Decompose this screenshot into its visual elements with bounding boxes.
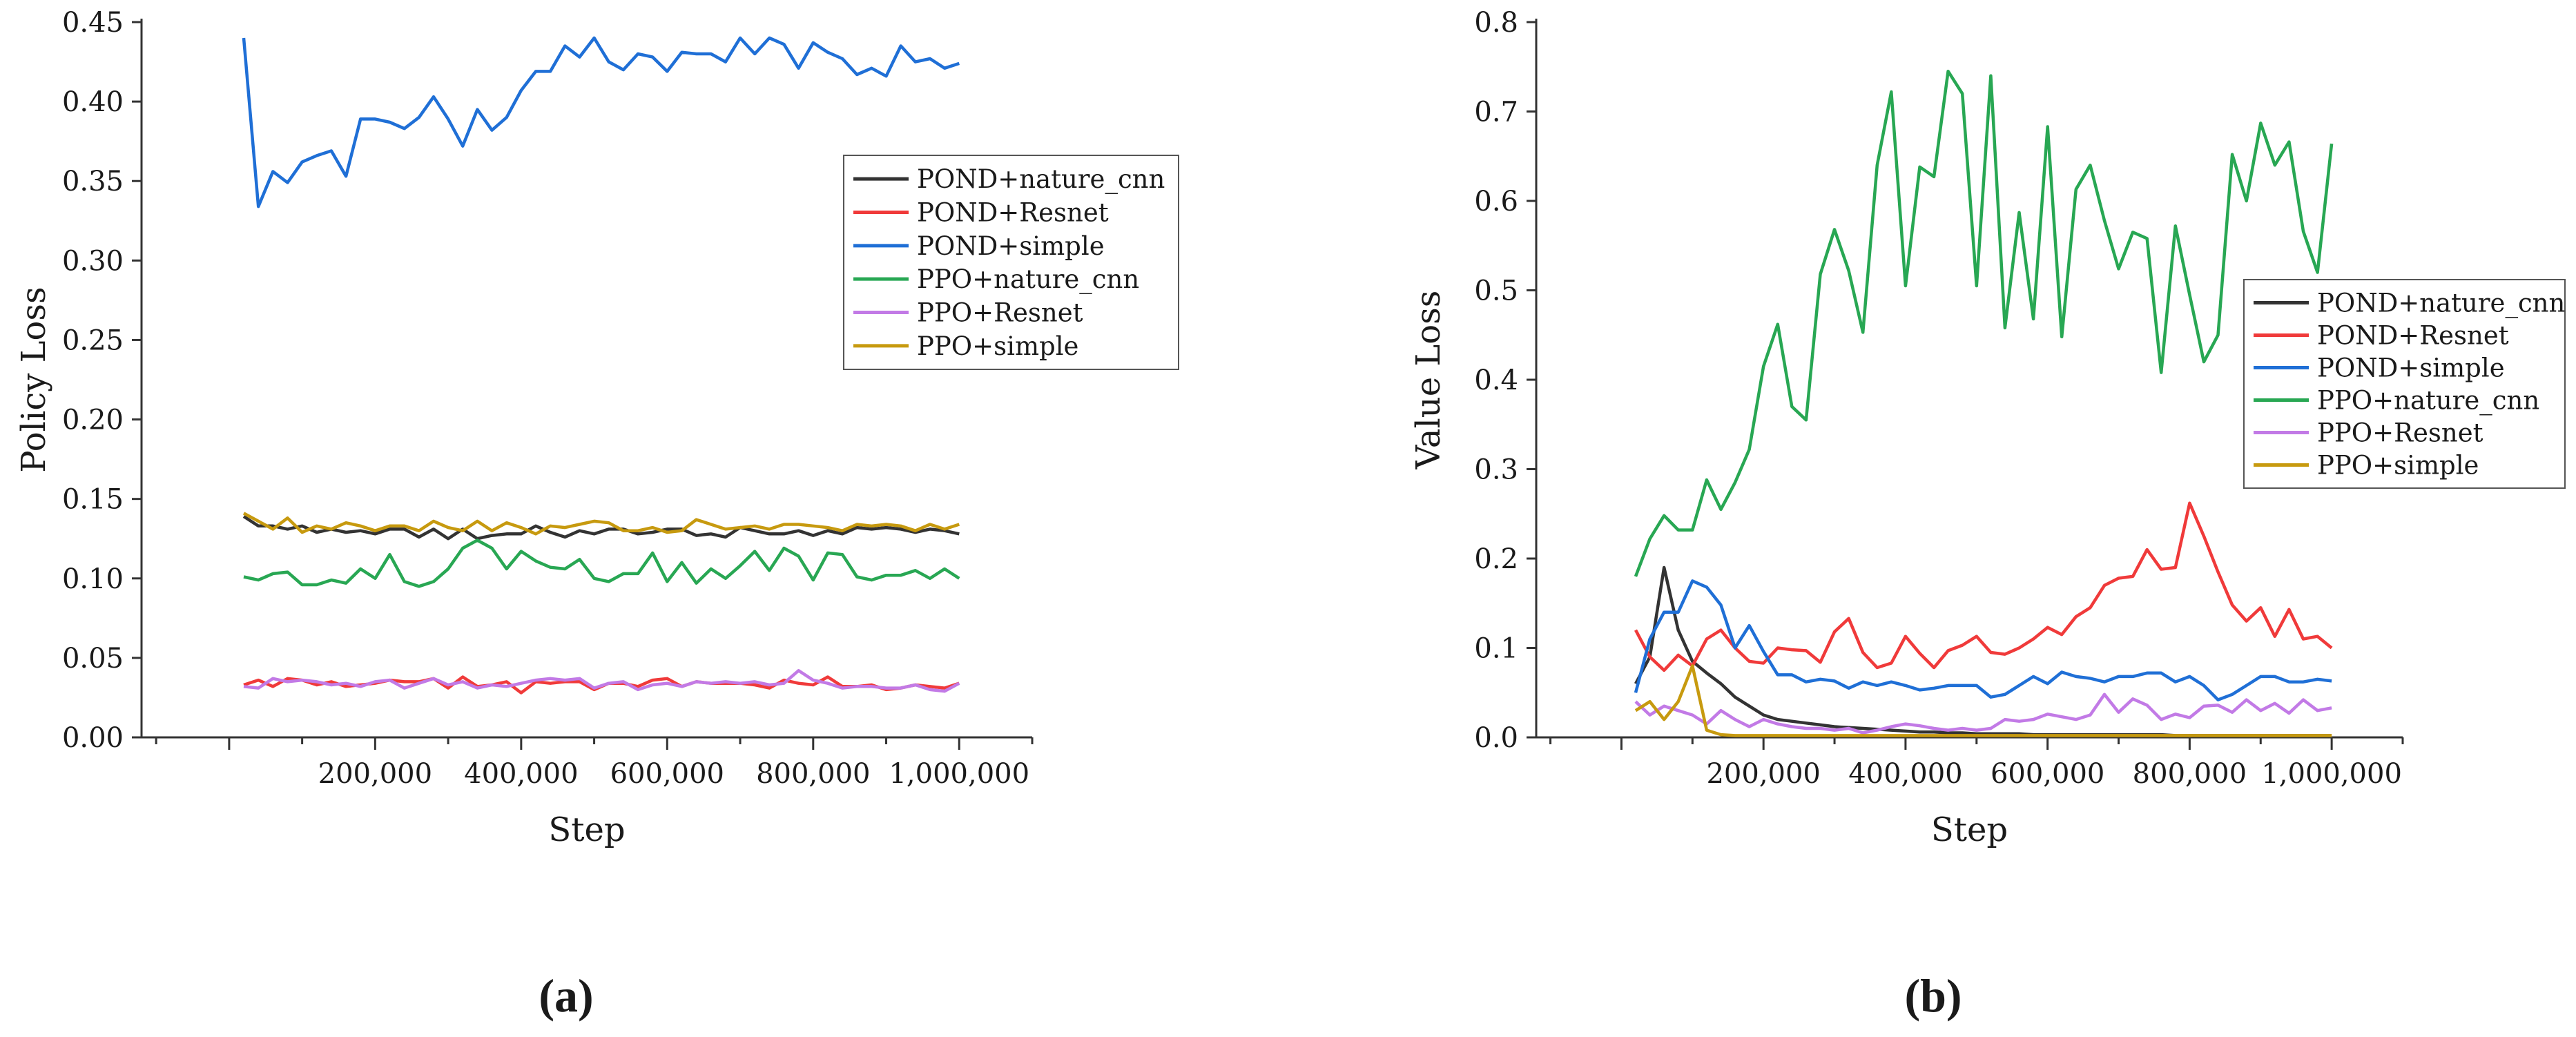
series-line-ppo-simple: [242, 512, 960, 536]
legend-label: PPO+Resnet: [917, 298, 1083, 328]
x-axis-label: Step: [1931, 811, 2008, 849]
series-line-pond-simple: [242, 36, 960, 209]
x-tick-label: 800,000: [756, 758, 870, 790]
y-tick-label: 0.10: [62, 563, 124, 595]
y-tick-label: 0.1: [1474, 633, 1518, 665]
legend-label: POND+Resnet: [2317, 321, 2509, 351]
series-line-pond-resnet: [1634, 501, 2333, 672]
legend-label: POND+nature_cnn: [917, 164, 1165, 195]
panel-caption: (b): [1904, 969, 1962, 1022]
series-line-ppo-resnet: [243, 669, 960, 693]
y-axis-label: Policy Loss: [14, 287, 53, 472]
legend: POND+nature_cnnPOND+ResnetPOND+simplePPO…: [2243, 279, 2566, 489]
y-tick-label: 0.05: [62, 643, 124, 675]
x-tick-label: 400,000: [1848, 758, 1962, 790]
series-line-ppo-nature-cnn: [243, 539, 960, 588]
legend-box: [843, 155, 1179, 370]
y-tick-label: 0.25: [62, 324, 124, 356]
chart-b: 0.0 0.1 0.2 0.3 0.4 0.5 0.6 0.7 0.8 200,000 400,00…: [1409, 7, 2566, 1022]
y-tick-label: 0.20: [62, 405, 124, 436]
legend-label: PPO+simple: [2317, 451, 2479, 481]
y-tick-label: 0.4: [1474, 365, 1518, 396]
y-tick-label: 0.5: [1474, 275, 1518, 307]
y-tick-label: 0.15: [62, 484, 124, 516]
series-line-ppo-simple: [1634, 664, 2332, 737]
panel-caption: (a): [539, 969, 593, 1022]
series-line-pond-simple: [1634, 579, 2332, 701]
y-tick-label: 0.30: [62, 245, 124, 277]
y-tick-label: 0.0: [1474, 722, 1518, 754]
y-tick-label: 0.3: [1474, 454, 1518, 486]
y-tick-label: 0.40: [62, 86, 124, 118]
y-tick-label: 0.35: [62, 166, 124, 197]
legend-label: PPO+nature_cnn: [917, 264, 1139, 295]
x-tick-label: 800,000: [2133, 758, 2247, 790]
legend-label: POND+Resnet: [917, 198, 1109, 228]
y-tick-label: 0.2: [1474, 543, 1518, 575]
series-line-pond-nature-cnn: [242, 515, 960, 541]
y-tick-label: 0.00: [62, 722, 124, 754]
x-axis-label: Step: [548, 811, 625, 849]
x-tick-label: 1,000,000: [2261, 758, 2402, 790]
x-tick-label: 1,000,000: [889, 758, 1029, 790]
legend-box: [2243, 279, 2566, 489]
x-tick-label: 600,000: [610, 758, 724, 790]
x-tick-label: 200,000: [1706, 758, 1820, 790]
legend-label: PPO+nature_cnn: [2317, 386, 2539, 416]
y-axis-label: Value Loss: [1409, 291, 1448, 470]
chart-a: 0.00 0.05 0.10 0.15 0.20 0.25 0.30 0.35 0.40 0.45…: [14, 7, 1179, 1022]
x-tick-label: 400,000: [464, 758, 578, 790]
legend: POND+nature_cnnPOND+ResnetPOND+simplePPO…: [843, 155, 1179, 370]
legend-label: POND+nature_cnn: [2317, 289, 2565, 319]
x-tick-label: 600,000: [1991, 758, 2104, 790]
legend-label: POND+simple: [2317, 353, 2505, 383]
y-tick-label: 0.45: [62, 7, 124, 39]
y-tick-label: 0.7: [1474, 97, 1518, 128]
series-line-ppo-nature-cnn: [1634, 69, 2334, 577]
y-tick-label: 0.6: [1474, 186, 1518, 217]
legend-label: POND+simple: [917, 231, 1105, 261]
legend-label: PPO+simple: [917, 331, 1078, 361]
legend-label: PPO+Resnet: [2317, 418, 2483, 448]
x-tick-label: 200,000: [318, 758, 432, 790]
y-tick-label: 0.8: [1474, 7, 1518, 39]
series-line-ppo-resnet: [1634, 692, 2332, 735]
